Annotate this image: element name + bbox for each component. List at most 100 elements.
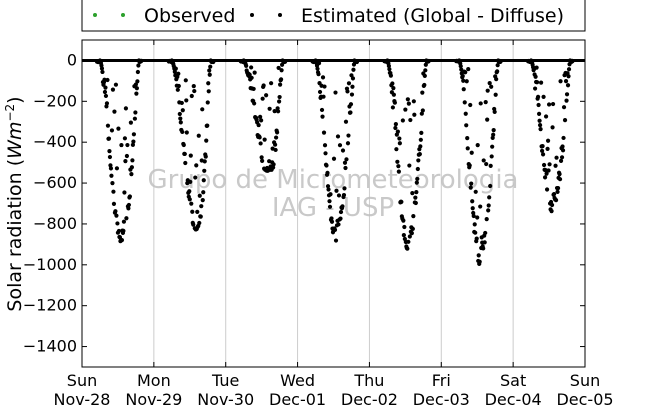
x-tick-label-day: Sun xyxy=(67,371,97,390)
data-point xyxy=(561,135,566,141)
legend-observed-dot xyxy=(93,13,97,17)
data-point xyxy=(113,82,119,87)
data-point xyxy=(566,67,572,72)
data-point xyxy=(271,162,276,167)
data-point xyxy=(179,100,184,106)
data-point xyxy=(543,114,549,119)
data-point xyxy=(207,68,212,73)
data-point xyxy=(536,111,542,116)
data-point xyxy=(135,69,140,75)
data-point xyxy=(354,59,360,65)
data-point xyxy=(177,111,182,117)
data-point xyxy=(183,78,188,83)
data-point xyxy=(473,230,478,235)
data-point xyxy=(203,154,208,159)
data-point xyxy=(131,139,136,144)
data-point xyxy=(279,68,284,73)
data-point xyxy=(470,206,475,211)
data-point xyxy=(102,89,108,95)
data-point xyxy=(264,93,269,98)
data-point xyxy=(476,253,481,258)
data-point xyxy=(535,80,540,85)
data-point xyxy=(542,175,548,180)
data-point xyxy=(315,66,320,71)
data-point xyxy=(471,213,476,219)
data-point xyxy=(397,141,402,146)
data-point xyxy=(208,64,213,69)
data-point xyxy=(121,228,126,233)
data-point xyxy=(197,220,202,226)
data-point xyxy=(488,183,493,189)
data-point xyxy=(187,189,192,194)
data-point xyxy=(131,132,136,137)
data-point xyxy=(119,238,125,243)
data-point xyxy=(325,170,330,175)
x-tick-label-date: Dec-04 xyxy=(485,390,542,409)
data-point xyxy=(492,109,497,114)
y-axis-label-exponent: −2 xyxy=(3,104,17,122)
data-point xyxy=(557,177,563,182)
data-point xyxy=(258,141,263,146)
data-point xyxy=(252,70,257,75)
data-point xyxy=(125,142,130,148)
data-point xyxy=(413,195,418,200)
data-point xyxy=(122,136,128,141)
data-point xyxy=(105,77,110,83)
data-point xyxy=(422,73,427,78)
y-axis-label-suffix: ) xyxy=(4,96,26,103)
data-point xyxy=(546,102,552,107)
data-point xyxy=(475,215,480,220)
data-point xyxy=(327,199,332,204)
x-tick-label-day: Mon xyxy=(137,371,171,390)
data-point xyxy=(478,204,483,209)
data-point xyxy=(537,122,543,128)
data-point xyxy=(333,90,338,95)
data-point xyxy=(405,246,410,251)
data-point xyxy=(338,209,344,215)
data-point xyxy=(260,96,265,101)
legend-estimated-dot xyxy=(250,13,254,17)
legend-estimated-marker xyxy=(250,13,282,17)
data-point xyxy=(554,155,559,160)
data-point xyxy=(126,202,132,208)
data-point xyxy=(211,59,216,65)
data-point xyxy=(396,169,401,174)
data-point xyxy=(132,116,137,121)
data-point xyxy=(205,123,210,128)
data-point xyxy=(206,81,211,86)
data-point xyxy=(395,159,400,164)
data-point xyxy=(326,187,331,192)
data-point xyxy=(259,118,264,123)
data-point xyxy=(340,148,346,153)
y-axis-label-prefix: Solar radiation ( xyxy=(4,159,26,312)
data-point xyxy=(538,126,543,132)
data-point xyxy=(411,99,416,104)
data-point xyxy=(533,74,538,79)
data-point xyxy=(200,198,205,203)
data-point xyxy=(410,191,415,196)
y-tick-label: −400 xyxy=(33,132,77,151)
data-point xyxy=(329,216,334,221)
data-point xyxy=(320,75,326,80)
data-point xyxy=(411,214,416,219)
data-point xyxy=(247,72,252,77)
data-point xyxy=(465,146,470,151)
data-point xyxy=(188,153,193,158)
data-point xyxy=(192,88,197,94)
data-point xyxy=(403,107,408,112)
data-point xyxy=(249,75,254,80)
legend-frame xyxy=(81,0,586,32)
data-point xyxy=(541,94,546,100)
data-point xyxy=(193,175,198,180)
data-point xyxy=(423,62,428,67)
data-point xyxy=(244,63,249,68)
data-point xyxy=(336,193,342,198)
x-tick-label-date: Dec-03 xyxy=(413,390,470,409)
data-point xyxy=(458,64,463,69)
data-point xyxy=(324,163,329,168)
data-point xyxy=(487,195,492,200)
data-point xyxy=(195,209,200,214)
data-point xyxy=(115,221,120,226)
x-tick-label-date: Dec-01 xyxy=(269,390,326,409)
data-point xyxy=(107,149,112,154)
